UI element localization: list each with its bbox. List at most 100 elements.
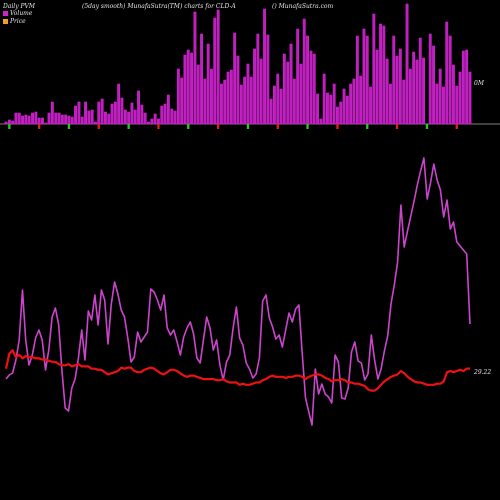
volume-bar bbox=[130, 102, 134, 125]
volume-bar bbox=[422, 57, 425, 125]
volume-bar bbox=[163, 103, 167, 125]
volume-bar bbox=[27, 115, 31, 125]
volume-bar bbox=[34, 111, 38, 125]
volume-tick bbox=[336, 124, 339, 129]
volume-bar bbox=[97, 101, 101, 125]
volume-bar bbox=[408, 68, 412, 125]
volume-bar bbox=[113, 101, 117, 125]
volume-bar bbox=[104, 111, 107, 125]
volume-bar bbox=[253, 48, 256, 125]
volume-bar bbox=[355, 35, 359, 125]
volume-bar bbox=[44, 122, 48, 125]
price-line bbox=[4, 349, 471, 392]
volume-bar bbox=[193, 11, 197, 125]
volume-bar bbox=[269, 98, 273, 125]
volume-bar bbox=[120, 97, 124, 125]
volume-bar bbox=[329, 94, 333, 125]
volume-bar bbox=[322, 73, 326, 125]
volume-bar bbox=[186, 49, 190, 125]
volume-swatch bbox=[3, 11, 8, 16]
volume-bar bbox=[325, 92, 329, 125]
volume-bar bbox=[458, 71, 462, 125]
volume-bar bbox=[369, 86, 372, 125]
volume-bar bbox=[37, 117, 41, 125]
volume-zero-label: 0M bbox=[474, 80, 484, 87]
volume-bar bbox=[166, 94, 170, 125]
volume-bar bbox=[432, 45, 435, 125]
chart-lines bbox=[4, 157, 471, 426]
volume-bar bbox=[11, 120, 15, 125]
volume-bar bbox=[272, 85, 276, 125]
volume-bar bbox=[137, 90, 140, 125]
volume-bar bbox=[17, 112, 21, 125]
volume-bar bbox=[200, 33, 203, 125]
volume-tick bbox=[217, 124, 220, 129]
volume-tick bbox=[366, 124, 369, 129]
volume-bar bbox=[140, 104, 144, 125]
volume-bar bbox=[80, 116, 84, 125]
volume-bar bbox=[123, 109, 127, 125]
volume-tick bbox=[246, 124, 250, 129]
volume-bar bbox=[173, 110, 177, 125]
volume-bar bbox=[54, 112, 58, 125]
volume-bar bbox=[233, 32, 237, 125]
volume-bar bbox=[183, 54, 187, 125]
volume-bar bbox=[461, 50, 465, 125]
price-last-label: 29.22 bbox=[474, 369, 492, 376]
volume-bar bbox=[365, 35, 369, 125]
volume-bar bbox=[67, 115, 71, 125]
volume-bar bbox=[388, 83, 392, 125]
volume-bar bbox=[153, 113, 157, 125]
volume-bar bbox=[292, 78, 296, 125]
price-swatch bbox=[3, 19, 8, 24]
volume-bar bbox=[176, 68, 180, 125]
volume-bar bbox=[276, 73, 280, 125]
volume-bar bbox=[127, 111, 131, 125]
chart-title: (5day smooth) MunafaSutra(TM) charts for… bbox=[82, 3, 236, 10]
pvm-line bbox=[5, 157, 471, 426]
volume-bar bbox=[448, 35, 452, 125]
volume-bar bbox=[405, 3, 409, 125]
volume-bar bbox=[107, 113, 111, 125]
volume-bar bbox=[282, 53, 286, 125]
volume-bar bbox=[415, 59, 419, 125]
volume-bar bbox=[220, 83, 223, 125]
volume-bar bbox=[206, 43, 210, 125]
site-credit: () MunafaSutra.com bbox=[272, 3, 334, 10]
volume-bar bbox=[213, 17, 217, 125]
volume-bar bbox=[216, 9, 220, 125]
volume-bar bbox=[84, 101, 88, 125]
volume-bar bbox=[246, 63, 250, 125]
volume-tick bbox=[157, 124, 160, 129]
volume-bar bbox=[50, 101, 54, 125]
volume-bar bbox=[385, 58, 389, 125]
volume-bar bbox=[117, 83, 121, 125]
volume-tick bbox=[306, 124, 309, 129]
volume-bar bbox=[412, 51, 416, 125]
volume-bar bbox=[40, 117, 44, 125]
volume-bar bbox=[279, 88, 283, 125]
volume-bar bbox=[395, 55, 399, 125]
volume-bar bbox=[160, 105, 164, 125]
volume-bar bbox=[402, 79, 406, 125]
volume-bar bbox=[382, 25, 386, 125]
legend-price-label: Price bbox=[10, 18, 26, 25]
volume-bar bbox=[180, 77, 184, 125]
volume-bar bbox=[306, 35, 309, 125]
volume-bar bbox=[87, 110, 91, 125]
volume-bar bbox=[147, 121, 150, 125]
volume-bar bbox=[60, 114, 64, 125]
volume-bar bbox=[31, 112, 34, 125]
volume-bar bbox=[170, 108, 174, 125]
volume-bar bbox=[47, 112, 51, 125]
volume-bar bbox=[21, 115, 24, 125]
volume-tick bbox=[276, 124, 279, 129]
volume-bar bbox=[133, 109, 137, 125]
volume-tick bbox=[97, 124, 100, 129]
volume-bar bbox=[143, 112, 147, 125]
volume-bar bbox=[229, 69, 233, 125]
volume-bar bbox=[359, 75, 363, 125]
volume-bar bbox=[392, 35, 396, 125]
volume-bar bbox=[70, 116, 74, 125]
